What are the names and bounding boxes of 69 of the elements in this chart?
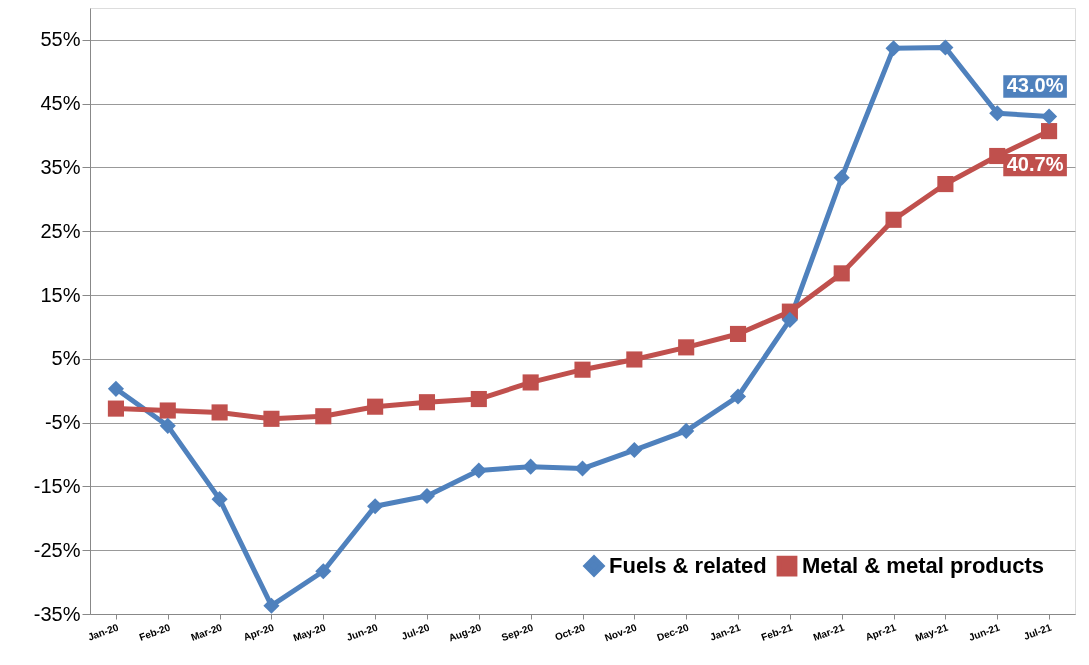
point: [159, 417, 176, 434]
x-tick-label: Jan-20: [86, 621, 121, 643]
point: [833, 169, 850, 186]
point: [470, 462, 487, 479]
point: [470, 390, 487, 408]
point: [989, 147, 1006, 165]
point: [626, 351, 643, 368]
point: [937, 39, 954, 56]
y-tick-label: -35%: [33, 602, 81, 625]
point: [522, 458, 539, 475]
y-tick-label: 15%: [40, 283, 81, 306]
x-tick-label: Jan-21: [708, 621, 743, 643]
point: [729, 388, 747, 405]
x-tick-label: Feb-20: [137, 621, 173, 643]
point: [885, 211, 902, 228]
point: [678, 422, 695, 439]
x-tick-label: Mar-20: [189, 621, 224, 643]
point: [522, 374, 539, 391]
y-tick-label: 55%: [40, 28, 81, 51]
point: [367, 398, 384, 415]
point: [574, 460, 591, 477]
x-tick-label: Jul-21: [1022, 621, 1054, 642]
x-tick-label: Mar-21: [811, 621, 847, 643]
x-tick-label: May-21: [913, 621, 950, 644]
x-tick-label: Oct-20: [553, 621, 587, 643]
y-tick-label: 45%: [40, 92, 81, 115]
y-tick-label: -15%: [33, 474, 81, 497]
x-tick-label: Nov-20: [603, 621, 639, 644]
y-tick-label: -25%: [33, 538, 81, 561]
point: [367, 498, 384, 515]
point: [574, 361, 591, 378]
y-tick-label: 35%: [40, 155, 81, 178]
point: [159, 402, 176, 419]
point: [678, 339, 695, 356]
y-tick-label: -5%: [44, 411, 81, 434]
point: [107, 380, 124, 397]
point: [989, 105, 1006, 122]
point: [729, 325, 747, 343]
x-tick-label: Sep-20: [500, 621, 535, 644]
point: [626, 442, 643, 459]
y-tick-label: 25%: [40, 219, 81, 242]
x-tick-label: Apr-21: [863, 621, 898, 643]
x-tick-label: Feb-21: [759, 621, 795, 643]
point: [315, 563, 332, 580]
data-label: 43.0%: [1006, 74, 1064, 97]
point: [833, 265, 850, 282]
point: [418, 487, 436, 505]
legend-label: Fuels & related: [609, 553, 767, 579]
point: [315, 408, 332, 425]
point: [1041, 108, 1058, 125]
point: [263, 410, 280, 427]
x-tick-label: May-20: [291, 621, 328, 644]
point: [211, 404, 228, 421]
x-tick-label: Jun-21: [967, 621, 1002, 643]
x-tick-label: Apr-20: [241, 621, 276, 643]
x-tick-label: Dec-20: [655, 621, 691, 644]
data-label: 40.7%: [1006, 153, 1064, 176]
point: [937, 176, 954, 193]
point: [781, 311, 798, 328]
legend-label: Metal & metal products: [802, 553, 1045, 579]
x-tick-label: Jul-20: [399, 621, 432, 642]
y-tick-label: 5%: [51, 347, 81, 370]
point: [418, 394, 436, 411]
point: [1041, 123, 1058, 140]
point: [211, 491, 228, 508]
point: [885, 40, 902, 57]
point: [263, 597, 280, 614]
x-tick-label: Jun-20: [345, 621, 380, 643]
point: [107, 400, 124, 417]
